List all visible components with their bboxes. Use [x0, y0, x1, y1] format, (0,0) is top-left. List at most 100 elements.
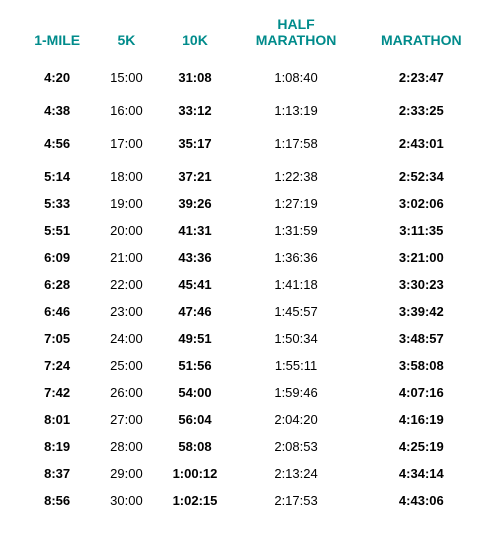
table-cell: 3:21:00 [359, 244, 484, 271]
table-cell: 6:09 [18, 244, 96, 271]
table-cell: 3:30:23 [359, 271, 484, 298]
table-cell: 6:28 [18, 271, 96, 298]
table-cell: 39:26 [157, 190, 234, 217]
table-cell: 30:00 [96, 487, 156, 514]
table-cell: 15:00 [96, 58, 156, 91]
table-row: 4:5617:0035:171:17:582:43:01 [18, 124, 484, 157]
table-cell: 2:33:25 [359, 91, 484, 124]
table-row: 4:3816:0033:121:13:192:33:25 [18, 91, 484, 124]
table-cell: 2:43:01 [359, 124, 484, 157]
table-cell: 7:24 [18, 352, 96, 379]
table-cell: 8:19 [18, 433, 96, 460]
table-row: 7:4226:0054:001:59:464:07:16 [18, 379, 484, 406]
table-row: 8:0127:0056:042:04:204:16:19 [18, 406, 484, 433]
table-cell: 1:17:58 [233, 124, 358, 157]
table-row: 6:4623:0047:461:45:573:39:42 [18, 298, 484, 325]
table-row: 7:2425:0051:561:55:113:58:08 [18, 352, 484, 379]
header-row: 1-MILE 5K 10K HALF MARATHON MARATHON [18, 12, 484, 58]
table-body: 4:2015:0031:081:08:402:23:474:3816:0033:… [18, 58, 484, 514]
table-row: 5:5120:0041:311:31:593:11:35 [18, 217, 484, 244]
table-cell: 3:11:35 [359, 217, 484, 244]
table-cell: 2:13:24 [233, 460, 358, 487]
table-cell: 33:12 [157, 91, 234, 124]
table-cell: 7:42 [18, 379, 96, 406]
table-cell: 6:46 [18, 298, 96, 325]
table-cell: 1:08:40 [233, 58, 358, 91]
table-cell: 58:08 [157, 433, 234, 460]
table-cell: 8:37 [18, 460, 96, 487]
header-half-line2: MARATHON [256, 32, 337, 48]
table-cell: 4:38 [18, 91, 96, 124]
table-cell: 5:14 [18, 157, 96, 190]
table-cell: 41:31 [157, 217, 234, 244]
table-cell: 28:00 [96, 433, 156, 460]
table-cell: 1:45:57 [233, 298, 358, 325]
table-cell: 54:00 [157, 379, 234, 406]
table-cell: 37:21 [157, 157, 234, 190]
table-cell: 2:08:53 [233, 433, 358, 460]
table-cell: 23:00 [96, 298, 156, 325]
table-cell: 18:00 [96, 157, 156, 190]
table-row: 6:2822:0045:411:41:183:30:23 [18, 271, 484, 298]
table-cell: 1:59:46 [233, 379, 358, 406]
table-row: 7:0524:0049:511:50:343:48:57 [18, 325, 484, 352]
table-cell: 5:33 [18, 190, 96, 217]
table-cell: 4:16:19 [359, 406, 484, 433]
table-cell: 1:55:11 [233, 352, 358, 379]
header-half-line1: HALF [277, 16, 314, 32]
table-cell: 4:20 [18, 58, 96, 91]
table-row: 8:3729:001:00:122:13:244:34:14 [18, 460, 484, 487]
table-cell: 29:00 [96, 460, 156, 487]
table-cell: 43:36 [157, 244, 234, 271]
table-cell: 2:17:53 [233, 487, 358, 514]
table-cell: 1:13:19 [233, 91, 358, 124]
table-cell: 1:22:38 [233, 157, 358, 190]
table-cell: 8:01 [18, 406, 96, 433]
table-row: 4:2015:0031:081:08:402:23:47 [18, 58, 484, 91]
table-cell: 4:56 [18, 124, 96, 157]
table-cell: 1:00:12 [157, 460, 234, 487]
table-cell: 1:36:36 [233, 244, 358, 271]
table-cell: 8:56 [18, 487, 96, 514]
table-cell: 4:07:16 [359, 379, 484, 406]
table-cell: 26:00 [96, 379, 156, 406]
table-row: 6:0921:0043:361:36:363:21:00 [18, 244, 484, 271]
table-row: 5:1418:0037:211:22:382:52:34 [18, 157, 484, 190]
table-cell: 45:41 [157, 271, 234, 298]
header-1-mile: 1-MILE [18, 12, 96, 58]
table-cell: 1:41:18 [233, 271, 358, 298]
table-cell: 3:02:06 [359, 190, 484, 217]
table-cell: 3:58:08 [359, 352, 484, 379]
table-cell: 22:00 [96, 271, 156, 298]
table-cell: 1:02:15 [157, 487, 234, 514]
table-cell: 7:05 [18, 325, 96, 352]
table-cell: 2:52:34 [359, 157, 484, 190]
table-row: 8:5630:001:02:152:17:534:43:06 [18, 487, 484, 514]
header-marathon: MARATHON [359, 12, 484, 58]
table-cell: 1:31:59 [233, 217, 358, 244]
table-cell: 21:00 [96, 244, 156, 271]
table-cell: 31:08 [157, 58, 234, 91]
header-10k: 10K [157, 12, 234, 58]
table-row: 5:3319:0039:261:27:193:02:06 [18, 190, 484, 217]
table-cell: 25:00 [96, 352, 156, 379]
header-half-marathon: HALF MARATHON [233, 12, 358, 58]
header-5k: 5K [96, 12, 156, 58]
table-cell: 2:04:20 [233, 406, 358, 433]
table-cell: 19:00 [96, 190, 156, 217]
table-cell: 16:00 [96, 91, 156, 124]
table-cell: 4:25:19 [359, 433, 484, 460]
table-cell: 2:23:47 [359, 58, 484, 91]
table-cell: 51:56 [157, 352, 234, 379]
table-cell: 1:27:19 [233, 190, 358, 217]
table-cell: 3:39:42 [359, 298, 484, 325]
table-cell: 56:04 [157, 406, 234, 433]
table-cell: 4:43:06 [359, 487, 484, 514]
table-row: 8:1928:0058:082:08:534:25:19 [18, 433, 484, 460]
table-cell: 49:51 [157, 325, 234, 352]
pace-table: 1-MILE 5K 10K HALF MARATHON MARATHON 4:2… [18, 12, 484, 514]
table-cell: 5:51 [18, 217, 96, 244]
table-cell: 17:00 [96, 124, 156, 157]
table-cell: 1:50:34 [233, 325, 358, 352]
table-cell: 35:17 [157, 124, 234, 157]
